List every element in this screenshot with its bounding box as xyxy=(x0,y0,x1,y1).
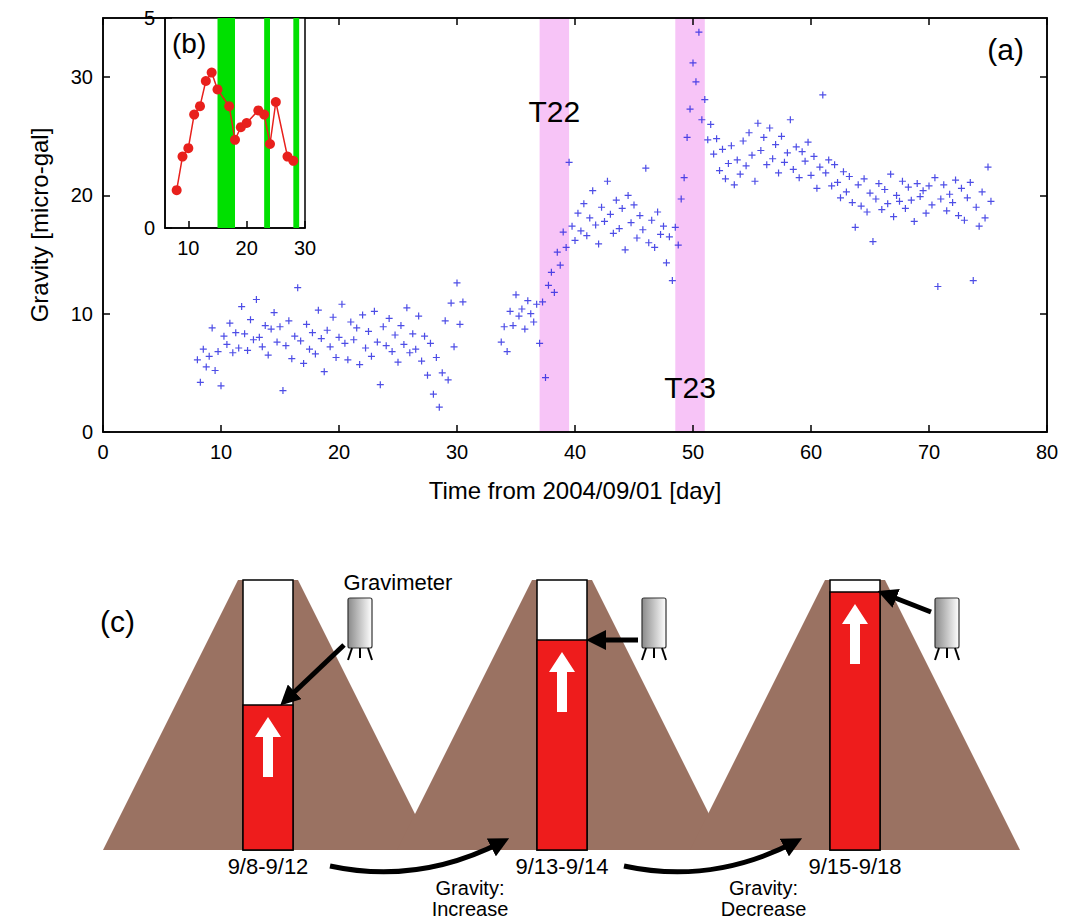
svg-text:0: 0 xyxy=(144,217,155,239)
svg-text:70: 70 xyxy=(918,441,940,463)
svg-text:Gravity [micro-gal]: Gravity [micro-gal] xyxy=(26,128,53,323)
svg-text:Increase: Increase xyxy=(432,898,509,920)
svg-text:40: 40 xyxy=(564,441,586,463)
svg-text:0: 0 xyxy=(82,421,93,443)
svg-text:10: 10 xyxy=(210,441,232,463)
svg-text:Gravity:: Gravity: xyxy=(436,877,505,899)
svg-text:5: 5 xyxy=(144,7,155,29)
svg-text:20: 20 xyxy=(328,441,350,463)
svg-text:T22: T22 xyxy=(528,95,580,128)
svg-text:60: 60 xyxy=(800,441,822,463)
svg-text:30: 30 xyxy=(446,441,468,463)
svg-text:(a): (a) xyxy=(987,33,1024,66)
svg-text:10: 10 xyxy=(71,303,93,325)
svg-text:20: 20 xyxy=(236,237,258,259)
svg-text:9/13-9/14: 9/13-9/14 xyxy=(516,854,609,879)
svg-text:50: 50 xyxy=(682,441,704,463)
svg-text:Decrease: Decrease xyxy=(721,898,807,920)
svg-text:Gravimeter: Gravimeter xyxy=(344,570,453,595)
svg-text:(b): (b) xyxy=(172,28,206,59)
svg-text:10: 10 xyxy=(177,237,199,259)
svg-text:Gravity:: Gravity: xyxy=(729,877,798,899)
svg-text:9/8-9/12: 9/8-9/12 xyxy=(228,854,309,879)
svg-text:30: 30 xyxy=(71,66,93,88)
svg-text:9/15-9/18: 9/15-9/18 xyxy=(809,854,902,879)
svg-text:20: 20 xyxy=(71,184,93,206)
svg-text:0: 0 xyxy=(97,441,108,463)
svg-text:Time from 2004/09/01 [day]: Time from 2004/09/01 [day] xyxy=(429,477,722,504)
svg-text:T23: T23 xyxy=(664,371,716,404)
svg-text:(c): (c) xyxy=(100,605,135,638)
svg-text:80: 80 xyxy=(1036,441,1058,463)
svg-text:30: 30 xyxy=(294,237,316,259)
